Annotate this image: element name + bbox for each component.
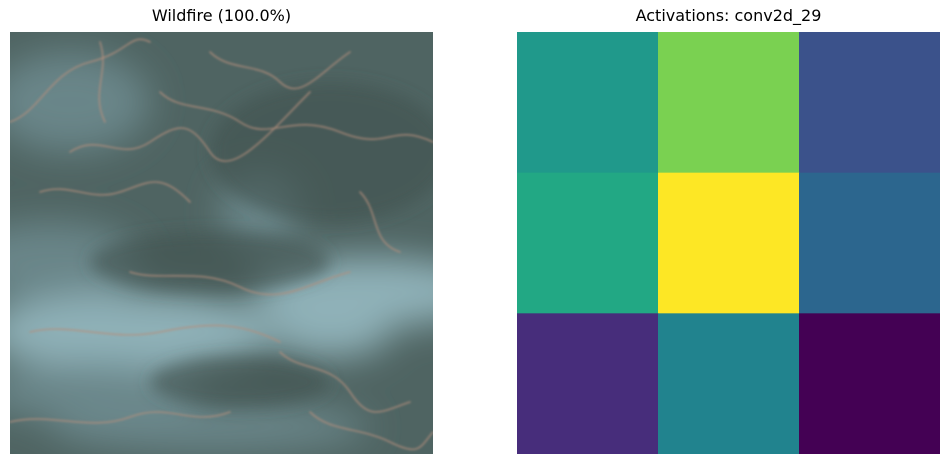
activation-map-title: Activations: conv2d_29 [635,6,822,25]
activation-heatmap [517,32,940,454]
heatmap-cell-r2-c2 [799,313,940,454]
heatmap-cell-r2-c0 [517,313,659,454]
trail [29,324,281,343]
trail [69,91,311,162]
trail [209,51,351,90]
trail [10,411,231,424]
heatmap-cell-r2-c1 [658,313,800,454]
trail [129,271,351,296]
smoke-plume [270,307,390,357]
trail [39,181,191,203]
heatmap-cell-r1-c2 [799,172,940,314]
heatmap-svg [517,32,940,454]
haze-patch [10,52,150,152]
dark-forest-patch [90,232,330,292]
trail [98,41,106,123]
haze-patch [10,222,140,302]
trail [10,38,151,123]
dark-forest-patch [210,82,433,222]
dark-forest-layer [90,82,433,407]
smoke-plume [10,292,280,372]
heatmap-cell-r1-c1 [658,172,800,314]
dark-forest-patch [150,357,330,407]
heatmap-cell-r0-c2 [799,32,940,174]
trail-network [10,38,433,451]
satellite-image [10,32,433,454]
trail [309,411,433,451]
satellite-image-svg [10,32,433,454]
heatmap-cell-r0-c1 [658,32,800,174]
haze-patch [50,402,370,452]
heatmap-cell-r1-c0 [517,172,659,314]
trail [159,91,433,143]
trail [359,191,401,253]
satellite-image-title: Wildfire (100.0%) [151,6,292,25]
trail [279,351,411,413]
heatmap-cell-r0-c0 [517,32,659,174]
